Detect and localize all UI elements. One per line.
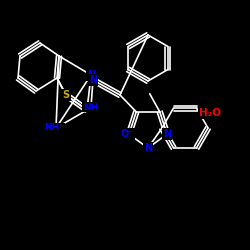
Text: H₂O: H₂O xyxy=(199,108,221,118)
Text: N: N xyxy=(89,75,97,85)
Text: NH⁺: NH⁺ xyxy=(44,124,64,132)
Text: O⁻: O⁻ xyxy=(120,129,134,139)
Text: N: N xyxy=(87,70,95,80)
Text: NH: NH xyxy=(84,102,98,112)
Text: N: N xyxy=(144,143,152,153)
Text: N: N xyxy=(163,129,171,139)
Text: S: S xyxy=(62,90,70,100)
